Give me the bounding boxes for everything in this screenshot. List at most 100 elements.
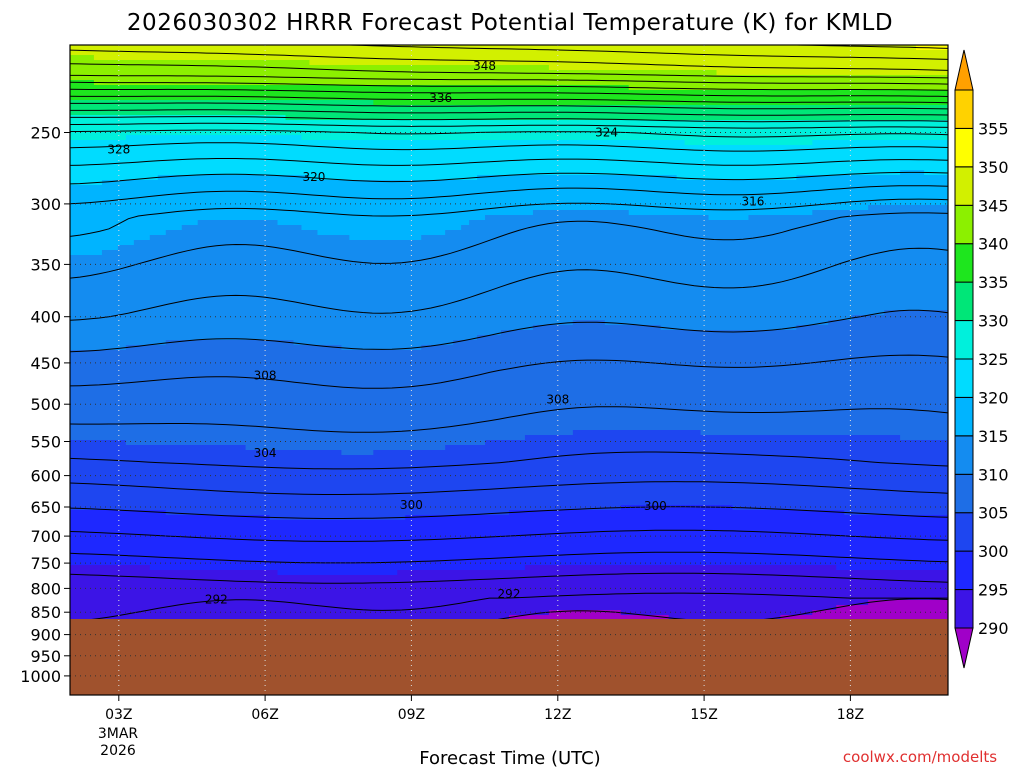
band-cell bbox=[437, 135, 446, 141]
band-cell bbox=[716, 205, 726, 211]
band-cell bbox=[325, 230, 334, 236]
band-cell bbox=[301, 235, 311, 241]
band-cell bbox=[716, 150, 726, 156]
band-cell bbox=[804, 235, 813, 241]
band-cell bbox=[317, 105, 327, 111]
band-cell bbox=[732, 225, 742, 231]
band-cell bbox=[628, 210, 638, 216]
band-cell bbox=[884, 255, 893, 261]
band-cell bbox=[700, 135, 710, 141]
band-cell bbox=[437, 170, 446, 176]
band-cell bbox=[708, 230, 718, 236]
band-cell bbox=[556, 55, 566, 61]
band-cell bbox=[133, 110, 143, 116]
band-cell bbox=[644, 95, 654, 101]
band-cell bbox=[205, 210, 215, 216]
band-cell bbox=[373, 70, 382, 76]
band-cell bbox=[125, 125, 135, 131]
band-cell bbox=[373, 80, 382, 86]
band-cell bbox=[269, 200, 279, 206]
band-cell bbox=[245, 230, 255, 236]
band-cell bbox=[908, 220, 917, 226]
band-cell bbox=[748, 90, 758, 96]
band-cell bbox=[804, 145, 813, 151]
band-cell bbox=[772, 230, 781, 236]
band-cell bbox=[724, 115, 734, 121]
band-cell bbox=[253, 185, 263, 191]
band-cell bbox=[237, 95, 247, 101]
band-cell bbox=[309, 80, 319, 86]
band-cell bbox=[117, 90, 127, 96]
band-cell bbox=[445, 80, 454, 86]
band-cell bbox=[301, 110, 311, 116]
band-cell bbox=[205, 250, 215, 256]
band-cell bbox=[421, 75, 430, 81]
band-cell bbox=[852, 230, 861, 236]
band-cell bbox=[397, 190, 406, 196]
band-cell bbox=[780, 140, 789, 146]
band-cell bbox=[165, 85, 175, 91]
band-cell bbox=[269, 45, 279, 51]
band-cell bbox=[269, 80, 279, 86]
band-cell bbox=[381, 190, 390, 196]
band-cell bbox=[493, 115, 502, 121]
band-cell bbox=[365, 205, 374, 211]
band-cell bbox=[317, 165, 327, 171]
band-cell bbox=[285, 235, 295, 241]
band-cell bbox=[229, 235, 239, 241]
band-cell bbox=[221, 175, 231, 181]
band-cell bbox=[868, 125, 877, 131]
band-cell bbox=[189, 145, 199, 151]
band-cell bbox=[117, 200, 127, 206]
band-cell bbox=[516, 255, 526, 261]
band-cell bbox=[804, 175, 813, 181]
band-cell bbox=[708, 235, 718, 241]
band-cell bbox=[253, 105, 263, 111]
band-cell bbox=[421, 155, 430, 161]
band-cell bbox=[253, 190, 263, 196]
band-cell bbox=[668, 55, 678, 61]
band-cell bbox=[469, 260, 478, 266]
band-cell bbox=[604, 195, 614, 201]
band-cell bbox=[788, 220, 797, 226]
band-cell bbox=[261, 175, 271, 181]
band-cell bbox=[493, 220, 502, 226]
band-cell bbox=[253, 165, 263, 171]
band-cell bbox=[389, 100, 398, 106]
band-cell bbox=[421, 265, 430, 271]
band-cell bbox=[908, 230, 917, 236]
band-cell bbox=[644, 70, 654, 76]
band-cell bbox=[668, 255, 678, 261]
band-cell bbox=[676, 135, 686, 141]
band-cell bbox=[820, 235, 829, 241]
band-cell bbox=[477, 120, 486, 126]
band-cell bbox=[564, 260, 574, 266]
band-cell bbox=[133, 130, 143, 136]
band-cell bbox=[700, 170, 710, 176]
band-cell bbox=[429, 120, 438, 126]
band-cell bbox=[540, 145, 550, 151]
band-cell bbox=[724, 230, 734, 236]
band-cell bbox=[245, 200, 255, 206]
band-cell bbox=[860, 50, 869, 56]
band-cell bbox=[237, 220, 247, 226]
band-cell bbox=[149, 60, 159, 66]
band-cell bbox=[421, 260, 430, 266]
band-cell bbox=[469, 85, 478, 91]
band-cell bbox=[149, 235, 159, 241]
band-cell bbox=[397, 210, 406, 216]
band-cell bbox=[932, 120, 941, 126]
band-cell bbox=[341, 125, 350, 131]
band-cell bbox=[628, 60, 638, 66]
band-cell bbox=[716, 190, 726, 196]
band-cell bbox=[516, 80, 526, 86]
band-cell bbox=[269, 120, 279, 126]
band-cell bbox=[277, 210, 287, 216]
band-cell bbox=[277, 85, 287, 91]
band-cell bbox=[516, 165, 526, 171]
band-cell bbox=[85, 250, 95, 256]
band-cell bbox=[141, 150, 151, 156]
band-cell bbox=[357, 135, 366, 141]
band-cell bbox=[477, 95, 486, 101]
band-cell bbox=[101, 230, 111, 236]
